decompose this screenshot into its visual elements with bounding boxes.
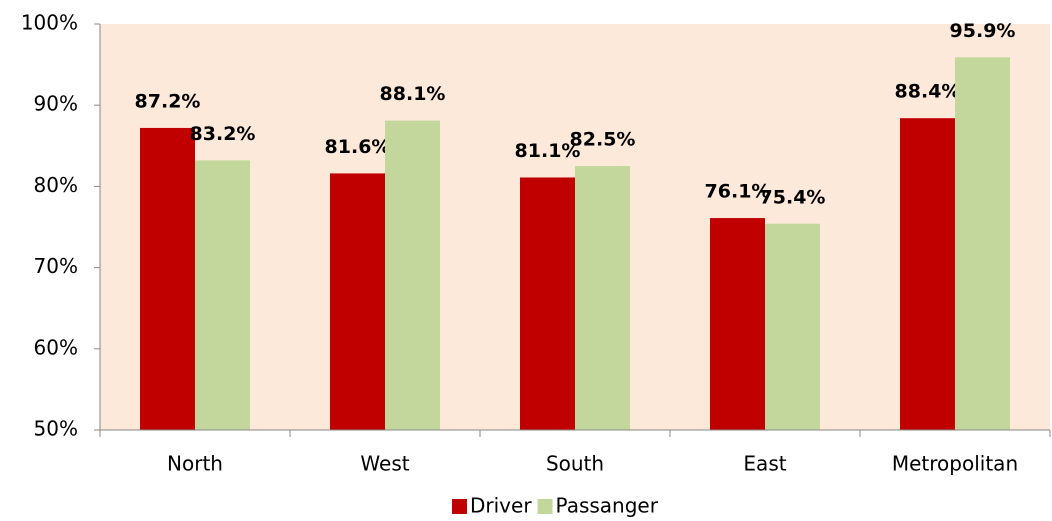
bar xyxy=(140,127,195,430)
bar xyxy=(385,120,440,431)
data-label: 81.1% xyxy=(515,140,581,162)
bar xyxy=(900,118,955,430)
x-tick-label: West xyxy=(360,452,409,476)
data-label: 83.2% xyxy=(190,123,256,145)
y-tick-label: 60% xyxy=(34,335,78,359)
data-label: 75.4% xyxy=(760,186,826,208)
data-label: 81.6% xyxy=(325,136,391,158)
legend-swatch xyxy=(537,499,553,514)
bar xyxy=(710,218,765,430)
legend-swatch xyxy=(452,499,467,514)
x-tick-label: East xyxy=(743,452,786,476)
data-label: 87.2% xyxy=(135,90,201,112)
legend-label: Driver xyxy=(470,494,532,518)
x-tick-label: North xyxy=(167,452,223,476)
y-tick-label: 90% xyxy=(34,92,78,116)
y-tick-label: 100% xyxy=(21,11,78,35)
data-label: 88.1% xyxy=(380,83,446,105)
bar xyxy=(575,166,630,430)
bar xyxy=(330,173,385,430)
y-tick-label: 80% xyxy=(34,173,78,197)
bar xyxy=(955,57,1010,431)
legend-label: Passanger xyxy=(556,494,659,518)
x-tick-label: South xyxy=(546,452,604,476)
data-label: 95.9% xyxy=(950,20,1016,42)
data-label: 76.1% xyxy=(705,181,771,203)
bar xyxy=(520,177,575,430)
data-label: 82.5% xyxy=(570,129,636,151)
bar xyxy=(765,223,820,430)
x-tick-label: Metropolitan xyxy=(892,452,1018,476)
bar xyxy=(195,160,250,430)
y-tick-label: 50% xyxy=(34,417,78,441)
data-label: 88.4% xyxy=(895,81,961,103)
y-tick-label: 70% xyxy=(34,254,78,278)
